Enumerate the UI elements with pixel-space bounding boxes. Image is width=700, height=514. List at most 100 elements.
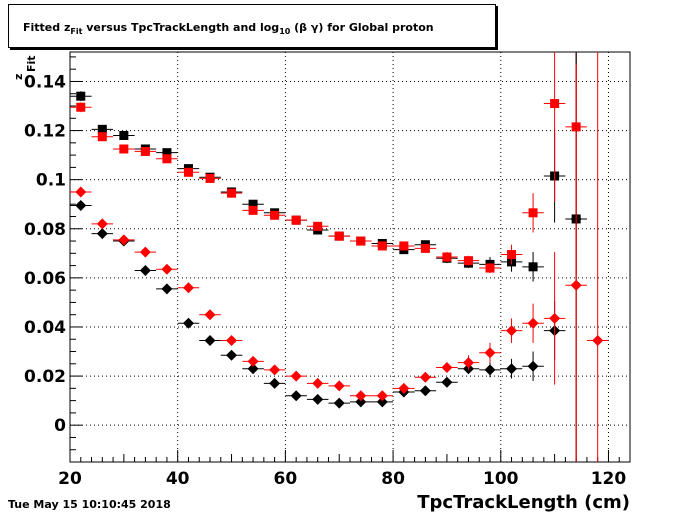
data-point <box>479 263 501 273</box>
square-marker <box>334 231 344 241</box>
diamond-marker <box>527 317 539 329</box>
data-point <box>70 199 92 211</box>
diamond-marker <box>333 397 345 409</box>
title-subscript: Fit <box>70 27 83 37</box>
y-tick-label: 0.1 <box>36 171 66 191</box>
data-point <box>500 318 523 343</box>
data-point <box>156 263 178 275</box>
square-marker <box>377 241 387 251</box>
y-tick-label: 0.02 <box>24 367 66 387</box>
series-3 <box>70 52 609 462</box>
diamond-marker <box>441 361 453 373</box>
diamond-marker <box>182 317 194 329</box>
data-point <box>177 282 200 294</box>
y-tick-label: 0.08 <box>24 220 66 240</box>
square-marker <box>183 167 193 177</box>
diamond-marker <box>290 390 302 402</box>
diamond-marker <box>506 363 518 375</box>
diamond-marker <box>269 364 281 376</box>
diamond-marker <box>182 282 194 294</box>
data-point <box>91 132 114 142</box>
diamond-marker <box>549 312 561 324</box>
data-point <box>242 355 264 367</box>
data-point <box>113 144 135 154</box>
diamond-marker <box>527 360 539 372</box>
diamond-marker <box>118 234 130 246</box>
diamond-marker <box>376 390 388 402</box>
grid <box>70 52 630 462</box>
diamond-marker <box>75 186 87 198</box>
square-marker <box>162 154 172 164</box>
data-point <box>371 241 394 251</box>
diamond-marker <box>226 349 238 361</box>
x-tick-label: 60 <box>274 469 298 489</box>
data-point <box>414 243 437 253</box>
data-point <box>436 376 458 388</box>
diamond-marker <box>269 377 281 389</box>
square-marker <box>97 124 107 134</box>
data-point <box>565 64 587 462</box>
square-marker <box>507 250 517 260</box>
diamond-marker <box>312 393 324 405</box>
diamond-marker <box>462 357 474 369</box>
data-point <box>285 370 307 382</box>
diamond-marker <box>290 370 302 382</box>
data-point <box>522 252 544 282</box>
data-point <box>263 377 286 389</box>
diamond-marker <box>139 265 151 277</box>
square-marker <box>550 99 560 109</box>
diamond-marker <box>592 334 604 346</box>
square-marker <box>162 148 172 158</box>
data-point <box>414 385 437 397</box>
square-marker <box>248 205 258 215</box>
data-point <box>371 390 394 402</box>
data-point <box>522 351 544 381</box>
data-point <box>543 52 566 202</box>
diamond-marker <box>226 334 238 346</box>
x-tick-label: 80 <box>381 469 405 489</box>
square-marker <box>485 263 495 273</box>
data-marks <box>70 52 609 462</box>
diamond-marker <box>96 228 108 240</box>
square-marker <box>420 243 430 253</box>
data-point <box>242 205 264 215</box>
square-marker <box>270 210 280 220</box>
data-point <box>586 52 609 462</box>
data-point <box>199 173 221 183</box>
data-point <box>371 396 394 408</box>
x-tick-label: 100 <box>483 469 519 489</box>
diamond-marker <box>139 246 151 258</box>
y-tick-label: 0.04 <box>24 318 66 338</box>
diamond-marker <box>161 283 173 295</box>
data-point <box>500 244 523 265</box>
y-axis-title: z Fit <box>12 55 38 80</box>
data-point <box>177 317 200 329</box>
y-axis-title-sub: Fit <box>25 55 38 72</box>
x-tick-label: 120 <box>591 469 627 489</box>
square-marker <box>528 262 538 272</box>
data-point <box>306 393 329 405</box>
axes <box>69 51 631 463</box>
data-point <box>220 334 243 346</box>
data-point <box>457 355 480 370</box>
data-point <box>91 124 114 134</box>
diamond-marker <box>506 325 518 337</box>
diamond-marker <box>484 364 496 376</box>
series-1 <box>70 52 587 275</box>
data-point <box>199 309 221 321</box>
diamond-marker <box>333 380 345 392</box>
square-marker <box>313 221 323 231</box>
y-tick-label: 0.12 <box>24 122 66 142</box>
square-marker <box>442 252 452 262</box>
square-marker <box>248 199 258 209</box>
data-point <box>350 236 372 246</box>
square-marker <box>528 208 538 218</box>
data-point <box>70 91 92 102</box>
diamond-marker <box>161 263 173 275</box>
title-subscript: 10 <box>279 27 291 37</box>
diamond-marker <box>355 390 367 402</box>
diamond-marker <box>355 396 367 408</box>
data-point <box>134 146 157 156</box>
square-marker <box>399 241 409 251</box>
